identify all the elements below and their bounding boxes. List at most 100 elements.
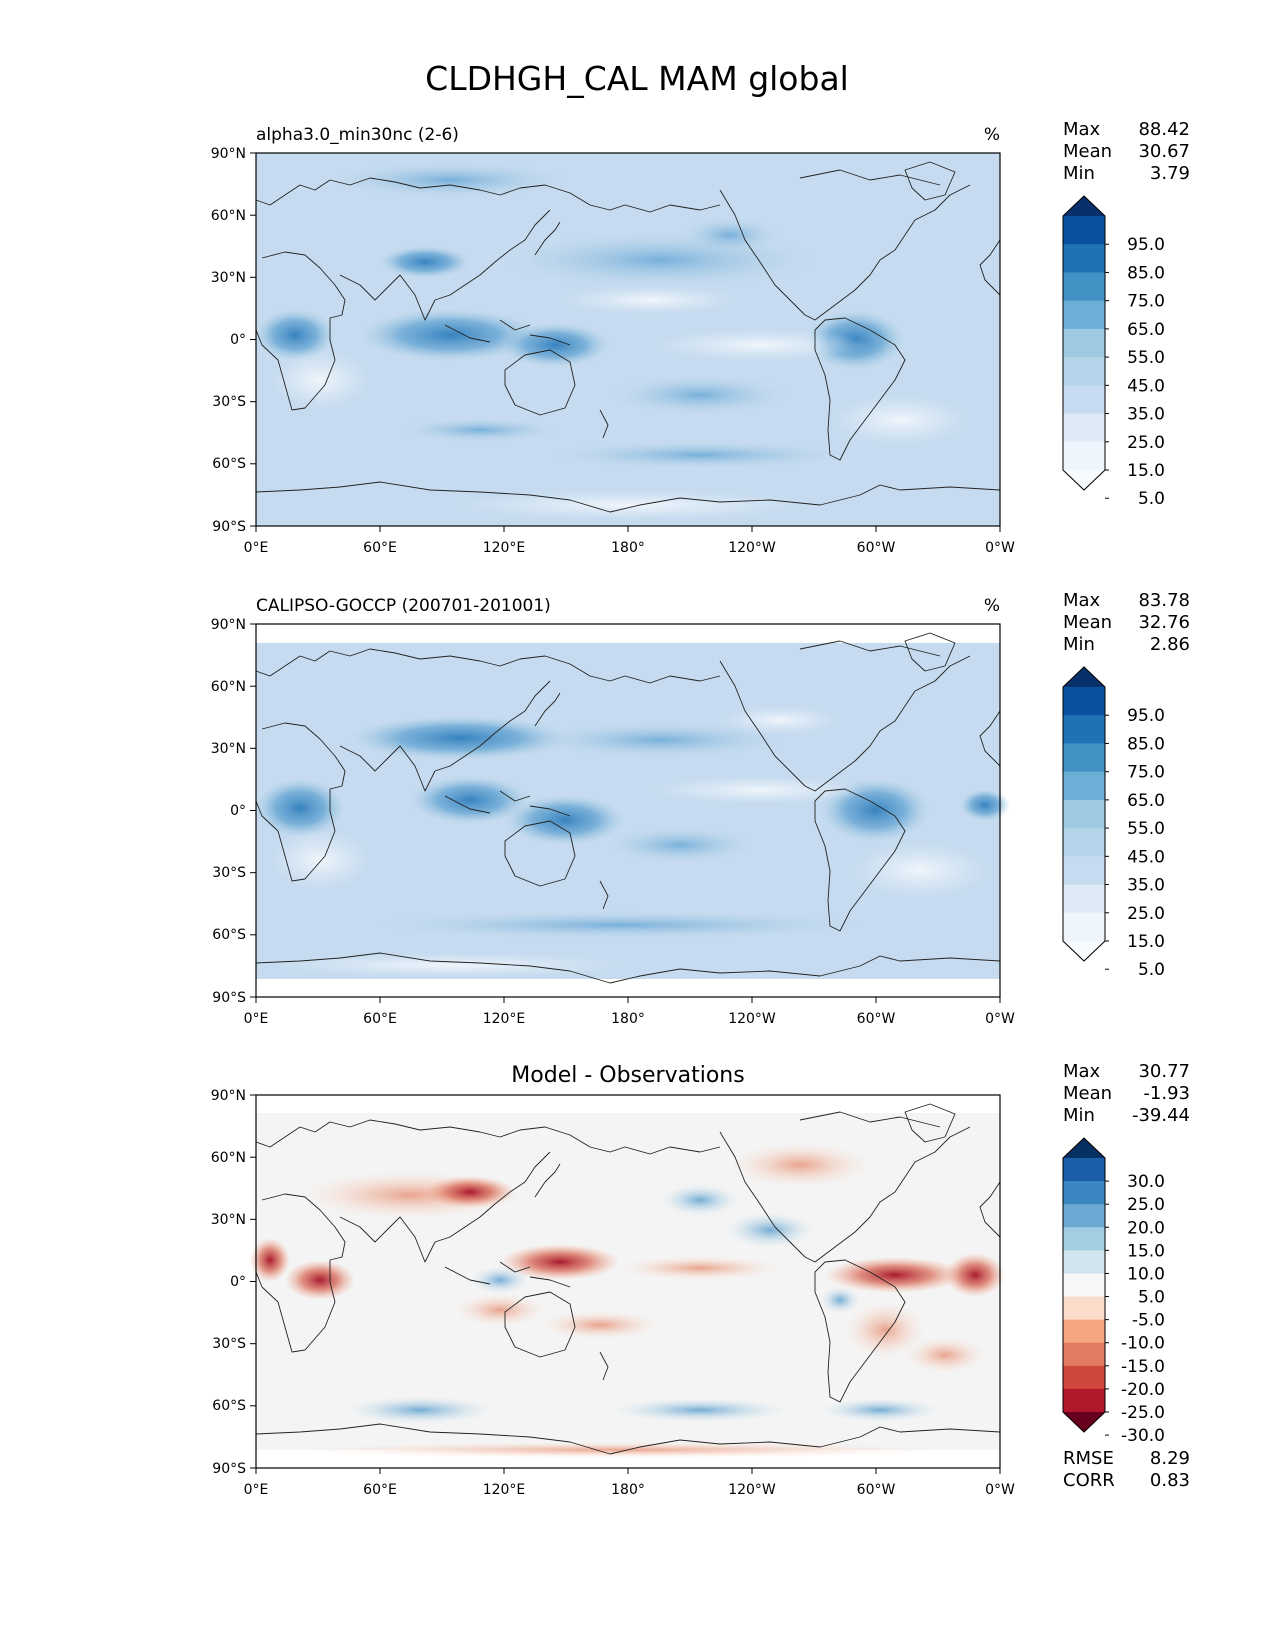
lon-tick-label: 60°E xyxy=(363,1482,397,1498)
panel-diff: Model - Observations xyxy=(211,1061,1190,1498)
colorbar-extend-min xyxy=(1063,470,1105,490)
stat-label: Min xyxy=(1063,163,1095,184)
lat-tick-label: 0° xyxy=(230,803,246,819)
colorbar-segment xyxy=(1063,1296,1105,1321)
panel-diff-center-title: Model - Observations xyxy=(511,1063,744,1088)
colorbar-tick-label: -10.0 xyxy=(1121,1334,1165,1354)
colorbar-segment xyxy=(1063,884,1105,914)
colorbar-segment xyxy=(1063,1342,1105,1367)
colorbar-tick-label: 75.0 xyxy=(1127,763,1165,783)
colorbar-tick-label: 85.0 xyxy=(1127,734,1165,754)
colorbar-tick-label: -30.0 xyxy=(1121,1426,1165,1446)
lon-tick-label: 120°W xyxy=(728,1011,776,1027)
panel-model-colorbar: 95.0 85.0 75.0 65.0 55.0 45.0 35.0 25.0 15.0 5.0 xyxy=(1062,195,1165,509)
panel-model-units: % xyxy=(984,125,1000,145)
colorbar-segment xyxy=(1063,1227,1105,1251)
colorbar-segment xyxy=(1063,244,1105,273)
figure-title: CLDHGH_CAL MAM global xyxy=(425,59,849,98)
lon-tick-label: 0°W xyxy=(985,540,1015,556)
lat-tick-label: 60°N xyxy=(211,679,246,695)
rmse-label: RMSE xyxy=(1063,1448,1114,1469)
stat-value: 2.86 xyxy=(1150,634,1190,655)
colorbar-segment xyxy=(1063,1158,1105,1182)
stat-label: Min xyxy=(1063,1105,1095,1126)
colorbar-segment xyxy=(1063,1250,1105,1274)
lat-tick-label: 90°N xyxy=(211,617,246,633)
stat-label: Max xyxy=(1063,1061,1101,1082)
lon-tick-label: 180° xyxy=(611,1011,645,1027)
lon-tick-label: 60°W xyxy=(857,540,896,556)
colorbar-segment xyxy=(1063,771,1105,801)
lat-tick-label: 30°N xyxy=(211,741,246,757)
stat-value: 30.77 xyxy=(1138,1061,1190,1082)
colorbar-segment xyxy=(1063,912,1105,942)
panel-diff-lon-ticks: 0°E 60°E 120°E 180° 120°W 60°W 0°W xyxy=(244,1468,1015,1498)
panel-diff-map xyxy=(250,1094,1005,1469)
colorbar-tick-label: 95.0 xyxy=(1127,706,1165,726)
lat-tick-label: 30°N xyxy=(211,270,246,286)
panel-model-lon-ticks: 0°E 60°E 120°E 180° 120°W 60°W 0°W xyxy=(244,526,1015,556)
stat-value: 32.76 xyxy=(1138,612,1190,633)
lon-tick-label: 60°W xyxy=(857,1482,896,1498)
colorbar-segment xyxy=(1063,1273,1105,1298)
panel-diff-lat-ticks: 90°N 60°N 30°N 0° 30°S 60°S 90°S xyxy=(211,1088,256,1477)
colorbar-tick-label: 25.0 xyxy=(1127,1195,1165,1215)
panel-obs-map xyxy=(255,623,1010,998)
lon-tick-label: 180° xyxy=(611,540,645,556)
stat-value: 83.78 xyxy=(1138,590,1190,611)
lat-tick-label: 60°S xyxy=(212,927,246,943)
colorbar-segment xyxy=(1063,413,1105,443)
panel-obs-stats: Max 83.78 Mean 32.76 Min 2.86 xyxy=(1063,590,1190,655)
lon-tick-label: 0°E xyxy=(244,1482,269,1498)
panel-obs-left-title: CALIPSO-GOCCP (200701-201001) xyxy=(256,596,551,616)
panel-obs-units: % xyxy=(984,596,1000,616)
lat-tick-label: 30°S xyxy=(212,394,246,410)
colorbar-extend-max xyxy=(1063,667,1105,687)
lon-tick-label: 120°E xyxy=(483,540,526,556)
panel-obs: CALIPSO-GOCCP (200701-201001) % xyxy=(211,590,1190,1027)
stat-value: 88.42 xyxy=(1138,119,1190,140)
colorbar-extend-min xyxy=(1063,941,1105,961)
colorbar-tick-label: 75.0 xyxy=(1127,292,1165,312)
colorbar-tick-label: -25.0 xyxy=(1121,1403,1165,1423)
colorbar-segment xyxy=(1063,856,1105,886)
lat-tick-label: 60°N xyxy=(211,1150,246,1166)
colorbar-tick-label: 20.0 xyxy=(1127,1218,1165,1238)
lon-tick-label: 120°E xyxy=(483,1011,526,1027)
colorbar-tick-label: 85.0 xyxy=(1127,263,1165,283)
colorbar-segment xyxy=(1063,328,1105,358)
colorbar-segment xyxy=(1063,1365,1105,1390)
colorbar-segment xyxy=(1063,799,1105,829)
colorbar-extend-min xyxy=(1063,1412,1105,1432)
colorbar-tick-label: 25.0 xyxy=(1127,433,1165,453)
lon-tick-label: 180° xyxy=(611,1482,645,1498)
colorbar-segment xyxy=(1063,715,1105,744)
colorbar-segment xyxy=(1063,357,1105,386)
lon-tick-label: 0°W xyxy=(985,1011,1015,1027)
colorbar-extend-max xyxy=(1063,196,1105,216)
stat-value: -39.44 xyxy=(1132,1105,1190,1126)
stat-label: Mean xyxy=(1063,141,1112,162)
colorbar-tick-label: -15.0 xyxy=(1121,1357,1165,1377)
colorbar-tick-label: -5.0 xyxy=(1132,1311,1165,1331)
panel-model: alpha3.0_min30nc (2-6) % xyxy=(211,119,1190,556)
panel-diff-extra-stats: RMSE 8.29 CORR 0.83 xyxy=(1063,1448,1190,1491)
lat-tick-label: 30°S xyxy=(212,1336,246,1352)
colorbar-tick-label: 5.0 xyxy=(1138,960,1165,980)
colorbar-tick-label: 55.0 xyxy=(1127,819,1165,839)
lat-tick-label: 90°S xyxy=(212,519,246,535)
colorbar-tick-label: 45.0 xyxy=(1127,847,1165,867)
stat-label: Mean xyxy=(1063,1083,1112,1104)
lon-tick-label: 120°W xyxy=(728,540,776,556)
colorbar-tick-label: 95.0 xyxy=(1127,235,1165,255)
colorbar-segment xyxy=(1063,687,1105,716)
colorbar-tick-label: 55.0 xyxy=(1127,348,1165,368)
colorbar-tick-label: 5.0 xyxy=(1138,489,1165,509)
colorbar-segment xyxy=(1063,1388,1105,1413)
panel-model-stats: Max 88.42 Mean 30.67 Min 3.79 xyxy=(1063,119,1190,184)
corr-value: 0.83 xyxy=(1150,1470,1190,1491)
colorbar-segment xyxy=(1063,1319,1105,1344)
colorbar-tick-label: 65.0 xyxy=(1127,320,1165,340)
colorbar-segment xyxy=(1063,272,1105,302)
lat-tick-label: 0° xyxy=(230,1274,246,1290)
